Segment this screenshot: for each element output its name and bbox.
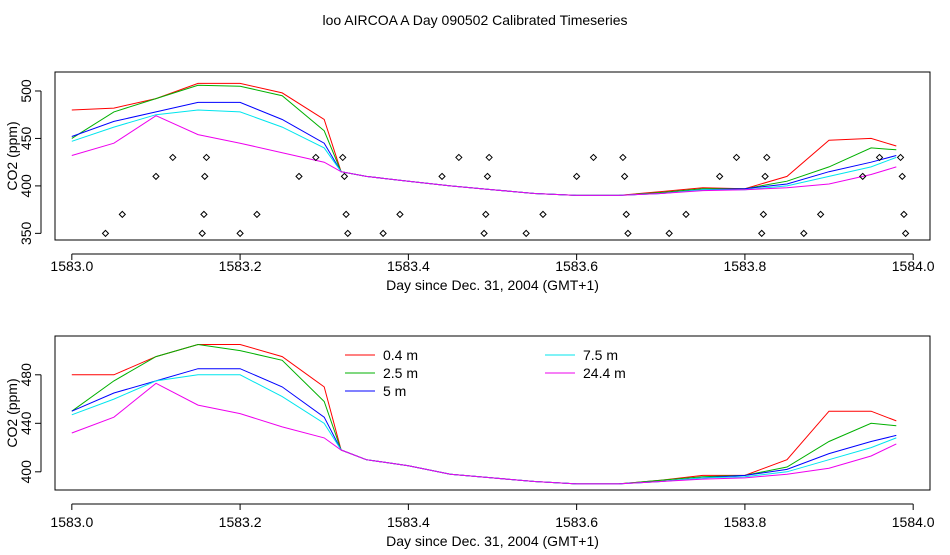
data-marker-point [482,210,490,219]
plot-frame [54,335,931,491]
x-tick-label: 1583.4 [387,258,430,274]
x-tick-label: 1583.6 [555,514,598,530]
data-marker-point [624,229,632,238]
data-marker-point [379,229,387,238]
x-tick-label: 1583.6 [555,258,598,274]
data-marker-point [198,229,206,238]
y-tick-label: 480 [18,363,34,387]
data-marker-point [101,229,110,238]
data-marker-point [901,229,910,238]
data-marker-point [152,172,160,181]
series-line-7-5-m [71,374,897,485]
y-tick-label: 450 [18,127,34,151]
data-marker-point [438,172,446,181]
series-line-2-5-m [71,343,897,485]
y-tick-label: 400 [18,174,34,198]
data-marker-point [732,153,741,162]
x-tick-label: 1583.8 [723,258,766,274]
x-tick-label: 1583.2 [219,514,262,530]
data-marker-point [118,210,127,219]
x-axis-label: Day since Dec. 31, 2004 (GMT+1) [386,533,599,549]
data-marker-point [898,172,906,181]
x-tick-label: 1583.8 [723,514,766,530]
data-marker-point [396,210,404,219]
legend-label: 24.4 m [583,365,626,381]
x-tick-label: 1583.0 [50,258,93,274]
data-marker-point [858,172,867,181]
data-marker-point [480,229,488,238]
panel-bottom: 1583.0 1583.2 1583.4 1583.6 1583.8 1584.0 Day … [4,335,935,549]
legend-label: 7.5 m [583,347,618,363]
figure-title: loo AIRCOA A Day 090502 Calibrated Times… [322,12,627,28]
data-marker-point [455,153,463,162]
x-axis-label: Day since Dec. 31, 2004 (GMT+1) [386,277,599,293]
data-marker-point [816,210,825,219]
x-tick-label: 1583.2 [219,258,262,274]
data-marker-point [483,172,492,181]
data-marker-point [589,153,598,162]
data-marker-point [896,153,905,162]
data-marker-point [622,210,630,219]
data-marker-point [200,210,208,219]
y-tick-label: 500 [18,79,34,103]
y-tick-label: 350 [18,221,34,245]
x-tick-label: 1583.4 [387,514,430,530]
data-marker-point [342,210,350,219]
data-marker-point [665,229,673,238]
y-tick-label: 440 [18,411,34,435]
data-marker-point [339,153,347,162]
data-marker-point [312,153,320,162]
plot-frame [54,71,931,241]
y-axis-label: CO2 (ppm) [4,121,20,190]
data-marker-point [759,210,768,219]
data-marker-point [344,229,352,238]
data-marker-point [485,153,493,162]
data-marker-point [295,172,303,181]
x-tick-label: 1584.0 [892,258,935,274]
data-marker-point [761,172,769,181]
series-line-2-5-m [71,84,897,196]
data-marker-point [619,153,627,162]
series-line-5-m [71,101,897,196]
data-marker-point [340,172,349,181]
data-marker-point [539,210,547,219]
data-marker-point [169,153,177,162]
x-tick-label: 1583.0 [50,514,93,530]
data-marker-point [763,153,771,162]
y-tick-label: 400 [18,460,34,484]
series-line-24-4-m [71,115,897,196]
data-marker-point [253,210,261,219]
legend-label: 2.5 m [383,365,418,381]
y-axis-label: CO2 (ppm) [4,378,20,447]
x-tick-label: 1584.0 [892,514,935,530]
panel-top: 1583.0 1583.2 1583.4 1583.6 1583.8 1584.0 Day … [4,71,935,293]
series-line-7-5-m [71,109,897,196]
data-marker-point [522,229,530,238]
legend-label: 5 m [383,383,406,399]
data-marker-point [682,210,690,219]
series-line-24-4-m [71,382,897,485]
data-marker-point [236,229,244,238]
data-marker-point [202,153,211,162]
series-line-0-4-m [71,82,897,196]
data-marker-point [201,172,209,181]
data-marker-point [758,229,766,238]
legend-label: 0.4 m [383,347,418,363]
data-marker-point [620,172,629,181]
data-marker-point [572,172,581,181]
data-marker-point [800,229,808,238]
series-line-0-4-m [71,344,897,485]
data-marker-point [900,210,908,219]
data-marker-point [875,153,884,162]
series-line-5-m [71,368,897,485]
data-marker-point [715,172,724,181]
